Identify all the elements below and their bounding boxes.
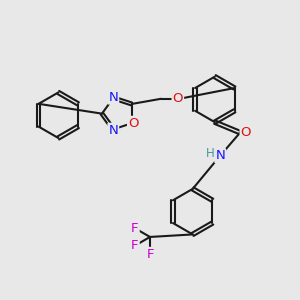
Text: O: O bbox=[172, 92, 183, 105]
Text: H: H bbox=[206, 147, 214, 160]
Text: F: F bbox=[146, 248, 154, 261]
Text: F: F bbox=[131, 239, 139, 252]
Text: N: N bbox=[108, 124, 118, 137]
Text: O: O bbox=[241, 126, 251, 139]
Text: O: O bbox=[128, 117, 139, 130]
Text: N: N bbox=[215, 149, 225, 162]
Text: N: N bbox=[108, 91, 118, 103]
Text: F: F bbox=[131, 222, 139, 235]
